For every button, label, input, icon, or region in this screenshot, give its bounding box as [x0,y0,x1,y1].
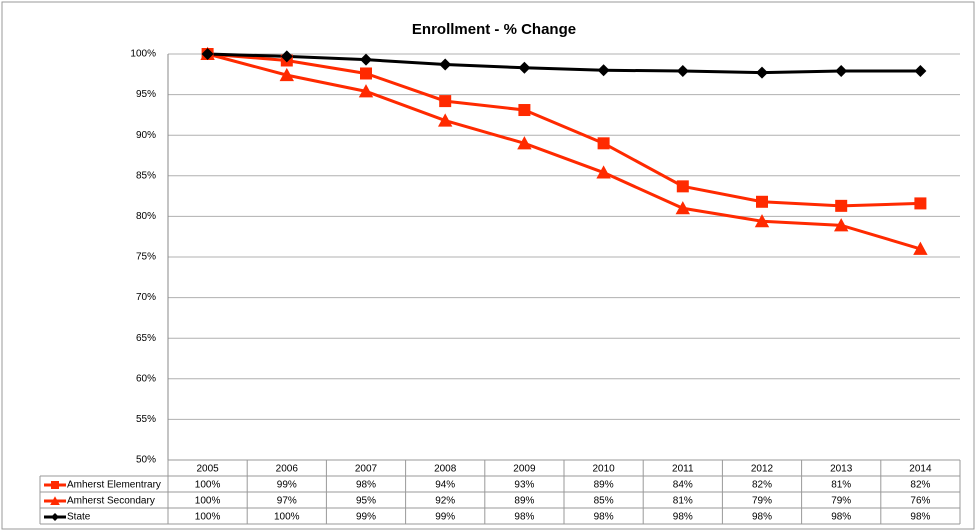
table-cell: 93% [514,480,534,491]
marker [914,197,927,210]
legend-label: Amherst Elementrary [67,480,161,491]
y-tick-label: 50% [136,455,156,466]
x-tick-label: 2014 [909,464,932,475]
chart-title: Enrollment - % Change [412,21,576,38]
x-tick-label: 2011 [672,464,694,475]
y-tick-label: 55% [136,414,156,425]
table-cell: 100% [195,480,221,491]
y-tick-label: 90% [136,130,156,141]
table-cell: 100% [195,512,221,523]
marker [913,241,928,255]
x-tick-label: 2010 [592,464,615,475]
table-cell: 100% [274,512,300,523]
x-tick-label: 2007 [355,464,378,475]
table-cell: 81% [831,480,851,491]
table-cell: 98% [594,512,614,523]
marker [756,66,768,79]
series-line [207,52,921,251]
table-cell: 92% [435,496,455,507]
marker [754,214,770,228]
marker [360,67,372,80]
marker [518,61,531,74]
marker [597,137,610,150]
series-line [207,52,921,208]
marker [360,53,372,66]
marker [834,218,849,232]
x-tick-label: 2005 [196,464,219,475]
table-cell: 100% [195,496,221,507]
table-cell: 99% [435,512,455,523]
table-cell: 98% [356,480,376,491]
marker [51,481,59,489]
y-tick-label: 100% [130,49,156,60]
table-cell: 99% [356,512,376,523]
marker [50,496,60,505]
table-cell: 89% [514,496,534,507]
marker [596,165,611,179]
table-cell: 98% [514,512,534,523]
table-cell: 94% [435,480,455,491]
y-tick-label: 95% [136,89,156,100]
legend-label: Amherst Secondary [67,496,155,507]
marker [914,65,927,78]
table-cell: 82% [910,480,930,491]
marker [279,67,294,82]
y-tick-label: 80% [136,211,156,222]
table-cell: 89% [594,480,614,491]
table-cell: 95% [356,496,376,507]
y-tick-label: 85% [136,170,156,181]
marker [358,84,374,98]
x-tick-label: 2013 [830,464,853,475]
table-cell: 97% [277,496,297,507]
table-cell: 84% [673,480,693,491]
table-cell: 98% [910,512,930,523]
x-tick-label: 2012 [751,464,774,475]
table-cell: 79% [752,496,772,507]
marker [597,64,610,77]
table-cell: 82% [752,480,772,491]
marker [51,513,59,521]
x-tick-label: 2008 [434,464,457,475]
table-cell: 79% [831,496,851,507]
marker [280,50,293,63]
marker [756,195,768,208]
y-tick-label: 60% [136,373,156,384]
table-cell: 98% [752,512,772,523]
y-tick-label: 75% [136,252,156,263]
series-line [207,52,921,75]
x-tick-label: 2006 [276,464,299,475]
table-cell: 98% [673,512,693,523]
table-cell: 76% [910,496,930,507]
marker [835,65,848,78]
y-tick-label: 70% [136,292,156,303]
marker [675,201,690,215]
marker [439,58,452,71]
marker [676,65,689,78]
marker [518,104,531,117]
marker [517,136,532,150]
marker [201,48,214,60]
table-cell: 98% [831,512,851,523]
table-cell: 85% [594,496,614,507]
legend-label: State [67,512,91,523]
y-tick-label: 65% [136,333,156,344]
marker [439,95,452,108]
x-tick-label: 2009 [513,464,536,475]
marker [676,180,689,193]
marker [438,113,453,127]
marker [835,199,848,212]
table-cell: 81% [673,496,693,507]
table-cell: 99% [277,480,297,491]
